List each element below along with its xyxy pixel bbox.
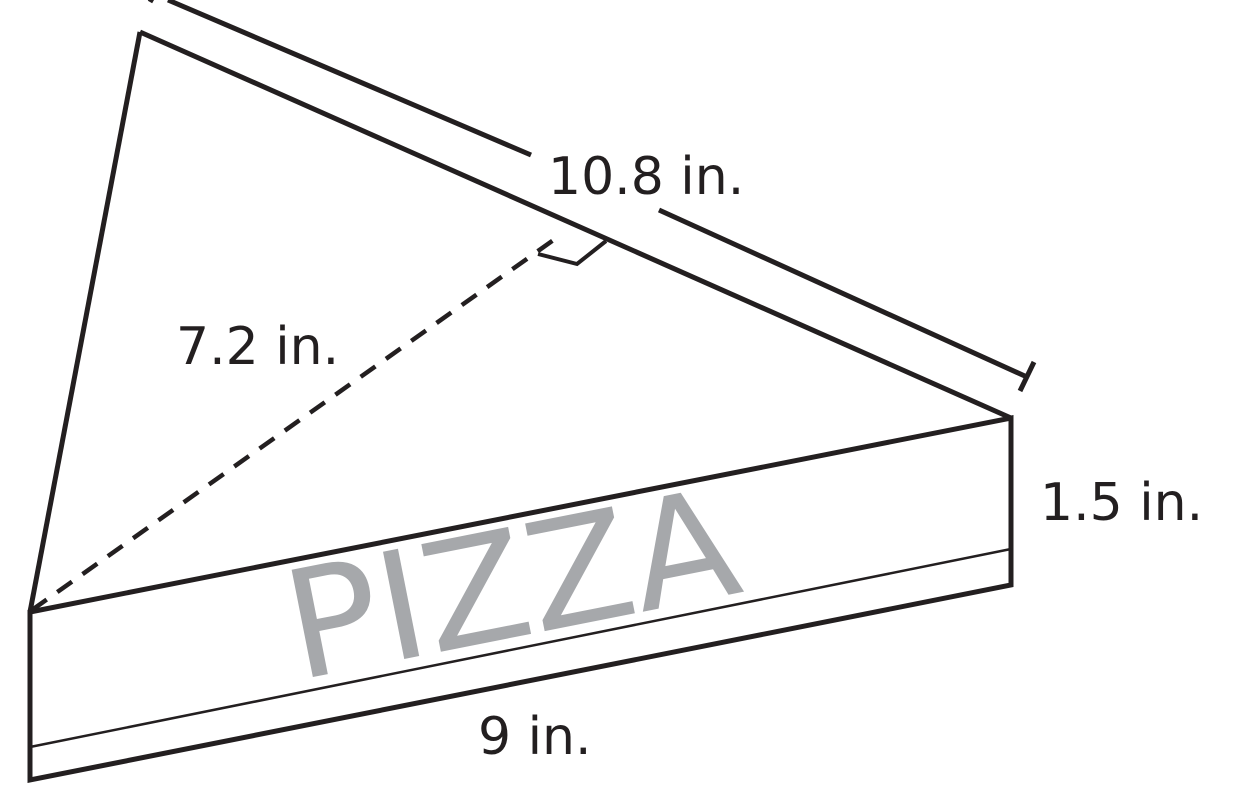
box-side-face — [27, 414, 1014, 784]
hypotenuse-label: 10.8 in. — [548, 147, 744, 207]
hypotenuse-dimension-line-upper — [167, 0, 532, 158]
box-brand-text: PIZZA — [271, 456, 752, 715]
base-label: 9 in. — [478, 707, 592, 767]
height-dashed-line — [30, 232, 564, 612]
hypotenuse-dimension-line-lower — [657, 207, 1029, 380]
thickness-label: 1.5 in. — [1040, 473, 1203, 533]
triangle-left-edge — [27, 31, 143, 613]
hypotenuse-dimension-tick-end — [1017, 360, 1037, 393]
hypotenuse-dimension-tick-start — [147, 0, 155, 4]
triangle-hypotenuse-edge — [138, 29, 1013, 421]
right-angle-marker — [537, 239, 608, 267]
box-side-stripe — [29, 547, 1012, 749]
height-label: 7.2 in. — [176, 317, 339, 377]
